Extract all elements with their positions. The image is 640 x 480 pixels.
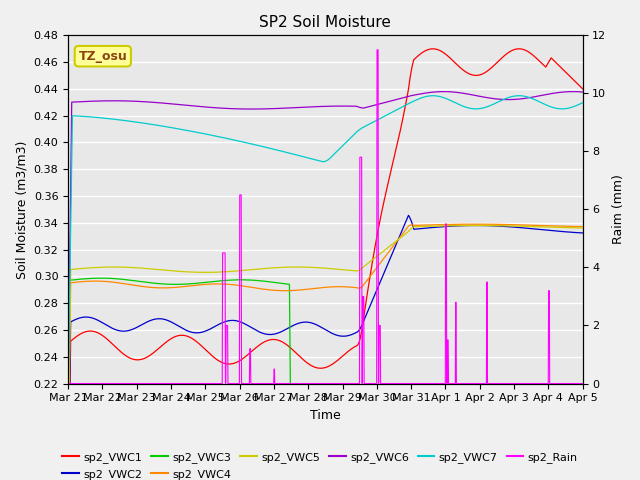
Y-axis label: Raim (mm): Raim (mm) [612,175,625,244]
X-axis label: Time: Time [310,409,340,422]
Title: SP2 Soil Moisture: SP2 Soil Moisture [259,15,391,30]
Legend: sp2_VWC1, sp2_VWC2, sp2_VWC3, sp2_VWC4, sp2_VWC5, sp2_VWC6, sp2_VWC7, sp2_Rain: sp2_VWC1, sp2_VWC2, sp2_VWC3, sp2_VWC4, … [58,448,582,480]
Y-axis label: Soil Moisture (m3/m3): Soil Moisture (m3/m3) [15,140,28,278]
Text: TZ_osu: TZ_osu [79,50,127,63]
